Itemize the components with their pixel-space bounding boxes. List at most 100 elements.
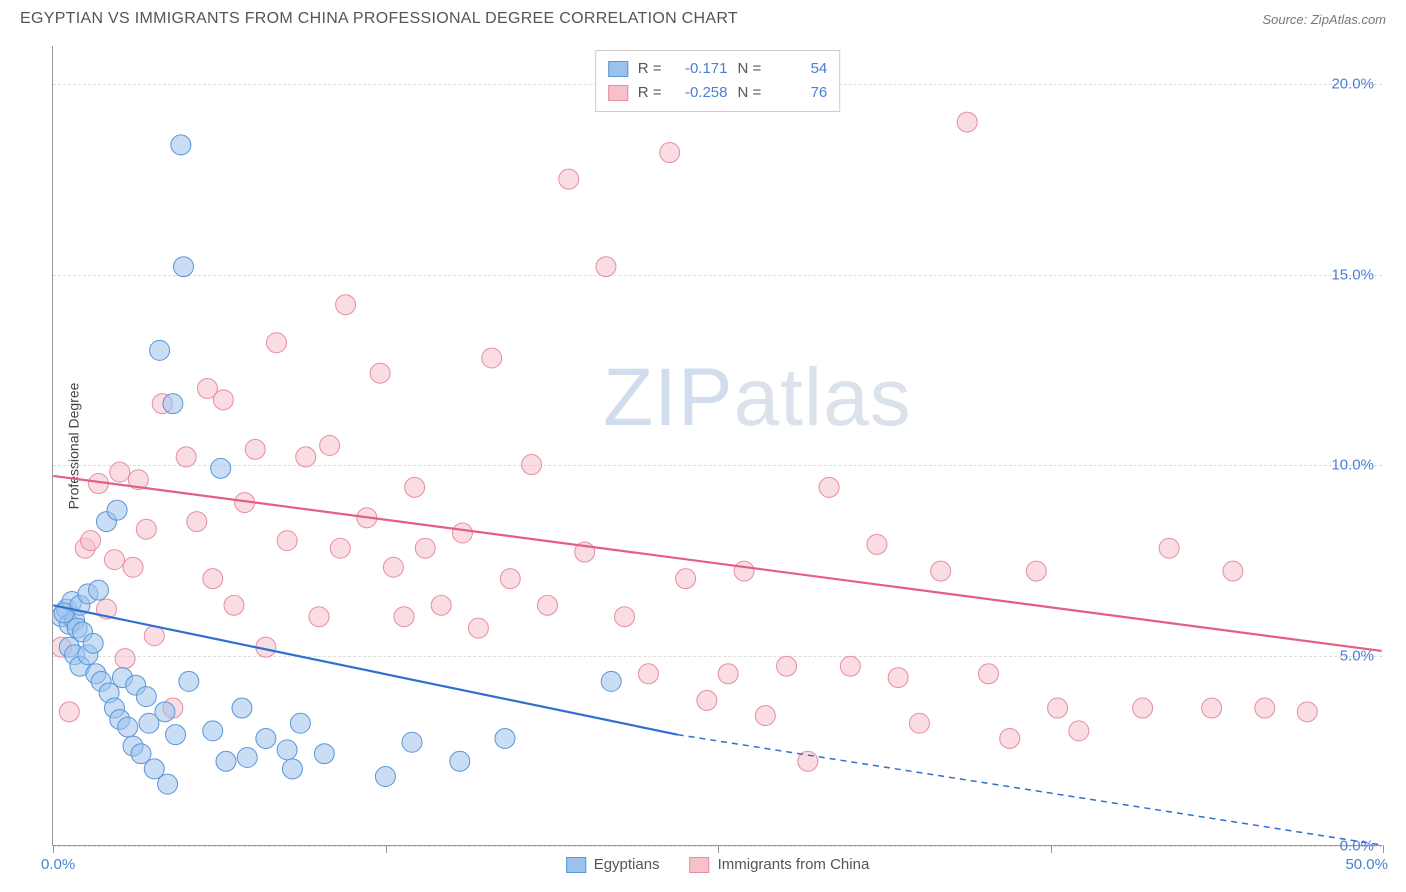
data-point	[537, 595, 557, 615]
data-point	[660, 143, 680, 163]
data-point	[867, 534, 887, 554]
data-point	[83, 633, 103, 653]
data-point	[155, 702, 175, 722]
data-point	[267, 333, 287, 353]
data-point	[615, 607, 635, 627]
data-point	[150, 340, 170, 360]
series-legend: Egyptians Immigrants from China	[566, 856, 870, 873]
legend-item-egyptians: Egyptians	[566, 856, 660, 873]
data-point	[482, 348, 502, 368]
chart-plot-area: ZIPatlas R = -0.171 N = 54 R = -0.258 N …	[52, 46, 1382, 846]
data-point	[468, 618, 488, 638]
data-point	[450, 751, 470, 771]
data-point	[158, 774, 178, 794]
x-end-label: 50.0%	[1345, 856, 1388, 873]
data-point	[203, 721, 223, 741]
swatch-egyptians	[566, 857, 586, 873]
data-point	[81, 531, 101, 551]
legend-label-china: Immigrants from China	[718, 856, 870, 873]
data-point	[1026, 561, 1046, 581]
data-point	[375, 767, 395, 787]
data-point	[777, 656, 797, 676]
data-point	[1159, 538, 1179, 558]
data-point	[277, 740, 297, 760]
data-point	[909, 713, 929, 733]
correlation-legend: R = -0.171 N = 54 R = -0.258 N = 76	[595, 50, 841, 112]
data-point	[888, 668, 908, 688]
data-point	[123, 557, 143, 577]
data-point	[107, 500, 127, 520]
swatch-china	[608, 85, 628, 101]
data-point	[819, 477, 839, 497]
data-point	[187, 512, 207, 532]
legend-row-egyptians: R = -0.171 N = 54	[608, 57, 828, 81]
data-point	[104, 550, 124, 570]
data-point	[1255, 698, 1275, 718]
data-point	[320, 436, 340, 456]
data-point	[697, 690, 717, 710]
swatch-china	[690, 857, 710, 873]
data-point	[1202, 698, 1222, 718]
x-tick	[1051, 845, 1052, 853]
data-point	[136, 687, 156, 707]
chart-title: EGYPTIAN VS IMMIGRANTS FROM CHINA PROFES…	[20, 10, 738, 28]
data-point	[136, 519, 156, 539]
data-point	[118, 717, 138, 737]
data-point	[203, 569, 223, 589]
data-point	[166, 725, 186, 745]
data-point	[1223, 561, 1243, 581]
data-point	[755, 706, 775, 726]
data-point	[638, 664, 658, 684]
data-point	[734, 561, 754, 581]
data-point	[216, 751, 236, 771]
data-point	[1069, 721, 1089, 741]
trend-line	[53, 476, 1381, 651]
swatch-egyptians	[608, 61, 628, 77]
source-label: Source: ZipAtlas.com	[1262, 12, 1386, 27]
data-point	[431, 595, 451, 615]
data-point	[176, 447, 196, 467]
n-value-egyptians: 54	[771, 57, 827, 81]
data-point	[213, 390, 233, 410]
n-label: N =	[738, 81, 762, 105]
data-point	[1048, 698, 1068, 718]
data-point	[245, 439, 265, 459]
data-point	[402, 732, 422, 752]
data-point	[290, 713, 310, 733]
data-point	[314, 744, 334, 764]
data-point	[522, 455, 542, 475]
data-point	[405, 477, 425, 497]
data-point	[89, 580, 109, 600]
data-point	[211, 458, 231, 478]
data-point	[232, 698, 252, 718]
data-point	[59, 702, 79, 722]
legend-row-china: R = -0.258 N = 76	[608, 81, 828, 105]
n-label: N =	[738, 57, 762, 81]
data-point	[330, 538, 350, 558]
r-value-egyptians: -0.171	[672, 57, 728, 81]
data-point	[277, 531, 297, 551]
data-point	[224, 595, 244, 615]
data-point	[370, 363, 390, 383]
trend-line-dashed	[678, 735, 1382, 845]
data-point	[676, 569, 696, 589]
data-point	[394, 607, 414, 627]
data-point	[110, 462, 130, 482]
data-point	[718, 664, 738, 684]
data-point	[500, 569, 520, 589]
r-label: R =	[638, 57, 662, 81]
legend-item-china: Immigrants from China	[690, 856, 870, 873]
data-point	[179, 671, 199, 691]
data-point	[296, 447, 316, 467]
data-point	[596, 257, 616, 277]
data-point	[1297, 702, 1317, 722]
x-tick	[718, 845, 719, 853]
x-tick	[386, 845, 387, 853]
data-point	[383, 557, 403, 577]
data-point	[309, 607, 329, 627]
r-label: R =	[638, 81, 662, 105]
data-point	[1000, 728, 1020, 748]
data-point	[1133, 698, 1153, 718]
x-origin-label: 0.0%	[41, 856, 75, 873]
n-value-china: 76	[771, 81, 827, 105]
